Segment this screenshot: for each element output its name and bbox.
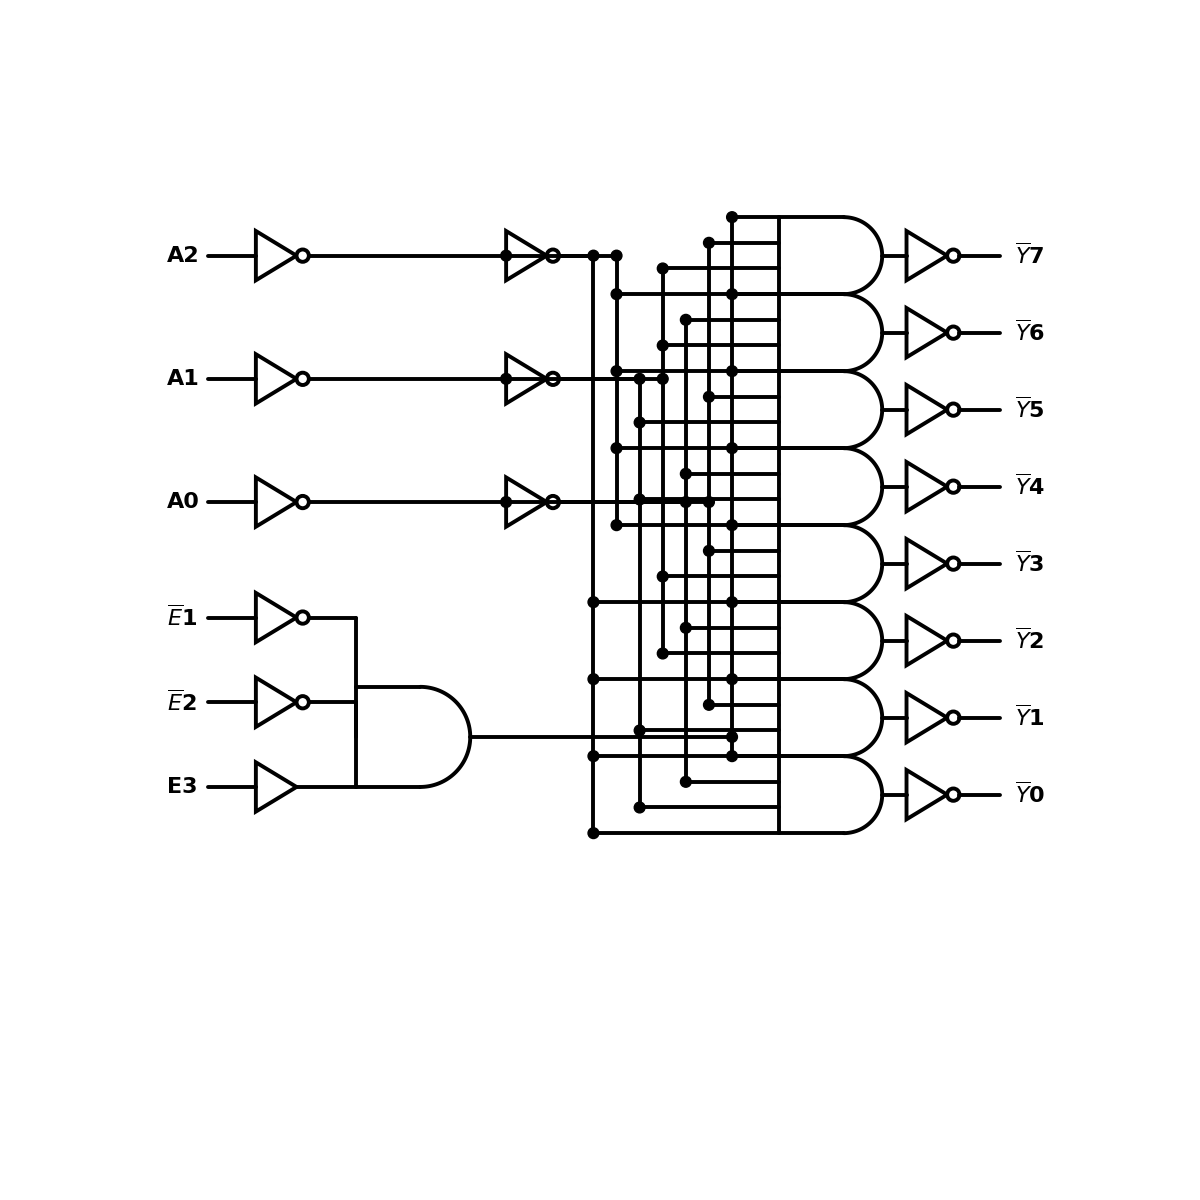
Circle shape [588, 828, 599, 839]
Polygon shape [906, 232, 947, 281]
Circle shape [727, 732, 738, 743]
Circle shape [296, 373, 308, 385]
Polygon shape [906, 308, 947, 358]
Circle shape [947, 326, 960, 338]
Circle shape [947, 250, 960, 262]
Circle shape [658, 340, 668, 350]
Polygon shape [256, 762, 296, 811]
Circle shape [727, 520, 738, 530]
Circle shape [588, 673, 599, 684]
Circle shape [680, 623, 691, 634]
Circle shape [635, 725, 646, 736]
Text: $\overline{E}$2: $\overline{E}$2 [167, 690, 197, 715]
Circle shape [703, 238, 714, 248]
Circle shape [611, 289, 622, 300]
Circle shape [947, 403, 960, 416]
Circle shape [611, 251, 622, 262]
Polygon shape [506, 354, 547, 403]
Circle shape [611, 443, 622, 454]
Text: $\overline{Y}$3: $\overline{Y}$3 [1015, 551, 1045, 576]
Text: A0: A0 [167, 492, 199, 512]
Text: $\overline{Y}$5: $\overline{Y}$5 [1015, 397, 1045, 422]
Circle shape [500, 373, 511, 384]
Circle shape [727, 596, 738, 607]
Circle shape [658, 373, 668, 384]
Circle shape [727, 289, 738, 300]
Circle shape [635, 373, 646, 384]
Circle shape [588, 751, 599, 762]
Circle shape [727, 673, 738, 684]
Circle shape [500, 251, 511, 262]
Polygon shape [256, 593, 296, 642]
Circle shape [703, 497, 714, 508]
Polygon shape [906, 539, 947, 588]
Text: $\overline{Y}$0: $\overline{Y}$0 [1015, 782, 1045, 808]
Circle shape [680, 776, 691, 787]
Polygon shape [256, 478, 296, 527]
Circle shape [547, 496, 559, 509]
Circle shape [296, 696, 308, 708]
Text: E3: E3 [167, 776, 197, 797]
Polygon shape [506, 232, 547, 281]
Polygon shape [906, 770, 947, 820]
Circle shape [680, 314, 691, 325]
Circle shape [727, 211, 738, 222]
Circle shape [947, 635, 960, 647]
Circle shape [635, 802, 646, 812]
Circle shape [680, 468, 691, 479]
Circle shape [296, 496, 308, 509]
Circle shape [635, 418, 646, 428]
Circle shape [611, 366, 622, 377]
Circle shape [500, 497, 511, 508]
Text: $\overline{Y}$7: $\overline{Y}$7 [1015, 242, 1045, 269]
Text: $\overline{Y}$2: $\overline{Y}$2 [1015, 628, 1044, 653]
Circle shape [947, 480, 960, 493]
Polygon shape [906, 385, 947, 434]
Circle shape [547, 250, 559, 262]
Circle shape [588, 251, 599, 262]
Circle shape [680, 497, 691, 508]
Circle shape [296, 611, 308, 624]
Polygon shape [256, 354, 296, 403]
Polygon shape [906, 694, 947, 743]
Circle shape [947, 558, 960, 570]
Circle shape [947, 788, 960, 800]
Text: $\overline{Y}$4: $\overline{Y}$4 [1015, 474, 1045, 499]
Text: $\overline{E}$1: $\overline{E}$1 [167, 605, 197, 630]
Circle shape [947, 712, 960, 724]
Circle shape [611, 520, 622, 530]
Circle shape [703, 546, 714, 557]
Polygon shape [256, 232, 296, 281]
Circle shape [727, 751, 738, 762]
Text: A1: A1 [167, 368, 199, 389]
Circle shape [588, 596, 599, 607]
Text: A2: A2 [167, 246, 199, 265]
Circle shape [703, 391, 714, 402]
Text: $\overline{Y}$1: $\overline{Y}$1 [1015, 704, 1045, 731]
Circle shape [635, 494, 646, 505]
Circle shape [296, 250, 308, 262]
Polygon shape [256, 678, 296, 727]
Circle shape [703, 700, 714, 710]
Polygon shape [506, 478, 547, 527]
Circle shape [658, 648, 668, 659]
Text: $\overline{Y}$6: $\overline{Y}$6 [1015, 320, 1045, 346]
Polygon shape [906, 616, 947, 665]
Circle shape [658, 571, 668, 582]
Polygon shape [906, 462, 947, 511]
Circle shape [547, 373, 559, 385]
Circle shape [727, 366, 738, 377]
Circle shape [727, 443, 738, 454]
Circle shape [658, 263, 668, 274]
